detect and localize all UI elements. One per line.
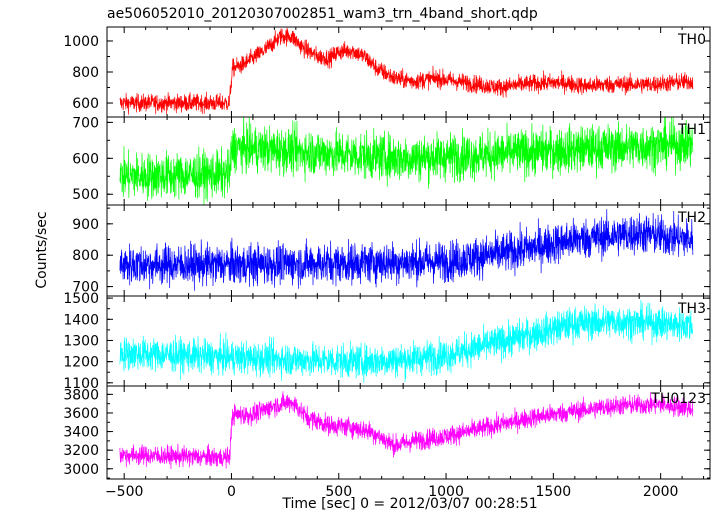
x-tick-label: 2000	[643, 484, 679, 500]
x-tick-label: 1500	[536, 484, 572, 500]
y-tick-label: 600	[72, 151, 99, 167]
y-tick-label: 1400	[63, 312, 99, 328]
y-tick-label: 3000	[63, 462, 99, 478]
series-line-th0123	[119, 391, 694, 470]
panel-frame	[106, 204, 711, 297]
y-tick-label: 500	[72, 187, 99, 203]
panel-frame	[106, 385, 711, 480]
y-tick-label: 1000	[63, 34, 99, 50]
x-tick-label: 500	[325, 484, 352, 500]
chart-panels: 600 800 1000 TH0 500 600 700 TH1 700 800 900 TH2 110…	[63, 26, 711, 480]
x-axis-tick-labels: −500 0 500 1000 1500 2000	[105, 484, 679, 500]
panel-th1: 500 600 700 TH1	[72, 115, 711, 206]
panel-label-th2: TH2	[677, 210, 706, 226]
y-tick-label: 1100	[63, 376, 99, 392]
panel-label-th0: TH0	[677, 32, 706, 48]
x-tick-label: 0	[227, 484, 236, 500]
y-tick-label: 3600	[63, 406, 99, 422]
series-line-th0	[119, 27, 694, 115]
x-tick-label: 1000	[428, 484, 464, 500]
y-axis-title: Counts/sec	[34, 211, 50, 288]
y-tick-label: 600	[72, 96, 99, 112]
x-axis-title: Time [sec] 0 = 2012/03/07 00:28:51	[281, 496, 537, 512]
y-tick-label: 700	[72, 115, 99, 131]
y-tick-label: 3200	[63, 443, 99, 459]
series-line-th2	[119, 209, 694, 291]
y-tick-label: 3800	[63, 387, 99, 403]
y-tick-label: 1500	[63, 291, 99, 307]
y-tick-label: 900	[72, 217, 99, 233]
panel-label-th0123: TH0123	[650, 391, 706, 407]
y-tick-label: 800	[72, 248, 99, 264]
series-line-th3	[119, 300, 694, 383]
panel-th3: 1100 1200 1300 1400 1500 TH3	[63, 291, 711, 392]
y-tick-label: 800	[72, 65, 99, 81]
chart-title: ae506052010_20120307002851_wam3_trn_4ban…	[107, 6, 538, 22]
series-line-th1	[119, 117, 694, 205]
y-tick-label: 1200	[63, 355, 99, 371]
panel-th2: 700 800 900 TH2	[72, 204, 711, 297]
x-tick-label: −500	[105, 484, 143, 500]
panel-th0: 600 800 1000 TH0	[63, 26, 711, 118]
y-tick-label: 700	[72, 280, 99, 296]
panel-label-th3: TH3	[677, 301, 706, 317]
panel-th0123: 3000 3200 3400 3600 3800 TH0123	[63, 385, 711, 480]
y-tick-label: 3400	[63, 425, 99, 441]
panel-label-th1: TH1	[677, 122, 706, 138]
y-tick-label: 1300	[63, 333, 99, 349]
